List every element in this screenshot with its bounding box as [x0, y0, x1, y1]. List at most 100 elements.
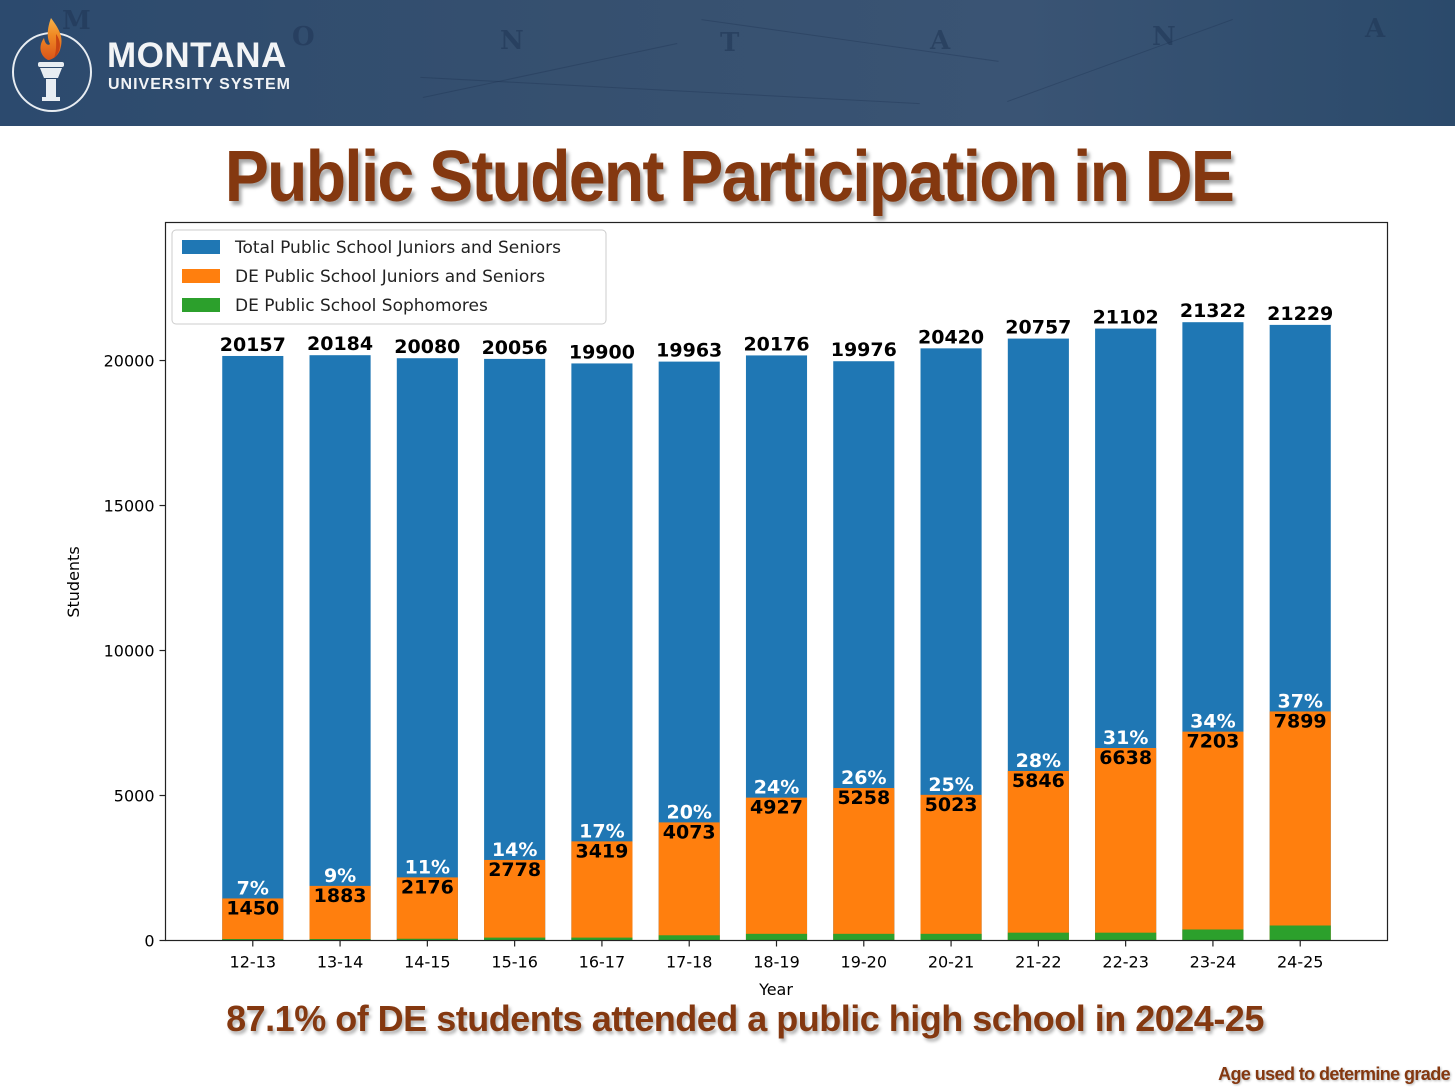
- map-letter: A: [1365, 14, 1386, 44]
- total-value-label: 20080: [394, 336, 460, 358]
- total-value-label: 19963: [656, 340, 722, 362]
- de-value-label: 6638: [1099, 747, 1152, 769]
- x-tick-label: 20-21: [928, 953, 975, 972]
- total-value-label: 20056: [482, 337, 548, 359]
- montana-university-system-logo[interactable]: MONTANA UNIVERSITY SYSTEM: [10, 14, 310, 114]
- percent-label: 34%: [1190, 711, 1235, 733]
- bar-total: [222, 355, 284, 941]
- bar-de-juniors-seniors: [571, 841, 633, 941]
- bar-total: [309, 355, 371, 941]
- percent-label: 28%: [1016, 750, 1061, 772]
- y-axis-label: Students: [64, 546, 83, 617]
- map-letter: A: [930, 26, 951, 56]
- percent-label: 7%: [237, 877, 269, 899]
- bar-de-sophomores: [1182, 929, 1244, 941]
- legend-label-total: Total Public School Juniors and Seniors: [234, 238, 561, 258]
- y-tick-label: 20000: [104, 352, 155, 371]
- bar-de-sophomores: [745, 933, 808, 941]
- de-value-label: 3419: [575, 840, 628, 862]
- bar-de-juniors-seniors: [1007, 770, 1069, 941]
- legend-label-de-sophomores: DE Public School Sophomores: [235, 296, 488, 316]
- header-banner: M O N T A N A MONTANA UNIVERSITY SYSTEM: [0, 0, 1455, 126]
- bar-de-juniors-seniors: [396, 877, 458, 941]
- percent-label: 17%: [579, 820, 624, 842]
- legend-swatch-de-juniors-seniors: [182, 269, 220, 283]
- total-value-label: 20184: [307, 333, 373, 355]
- y-tick-label: 0: [144, 932, 154, 951]
- bar-de-juniors-seniors: [833, 788, 895, 941]
- legend-swatch-total: [182, 240, 220, 254]
- percent-label: 37%: [1277, 690, 1322, 712]
- bar-de-sophomores: [396, 938, 458, 941]
- percent-label: 9%: [324, 865, 356, 887]
- de-value-label: 4927: [750, 797, 803, 819]
- bar-de-juniors-seniors: [745, 797, 808, 941]
- y-tick-label: 10000: [104, 642, 155, 661]
- bar-de-sophomores: [484, 937, 546, 941]
- bar-total: [396, 358, 458, 941]
- de-value-label: 5258: [837, 787, 890, 809]
- de-value-label: 7899: [1274, 710, 1327, 732]
- summary-caption: 87.1% of DE students attended a public h…: [226, 998, 1264, 1039]
- bar-de-sophomores: [1095, 932, 1157, 941]
- percent-label: 24%: [754, 777, 799, 799]
- de-value-label: 5023: [925, 794, 978, 816]
- x-tick-label: 12-13: [230, 953, 277, 972]
- de-value-label: 5846: [1012, 770, 1065, 792]
- total-value-label: 19976: [831, 339, 897, 361]
- page-title: Public Student Participation in DE: [224, 137, 1235, 217]
- y-tick-label: 5000: [114, 787, 155, 806]
- de-value-label: 2778: [488, 859, 541, 881]
- bar-de-sophomores: [1007, 932, 1069, 941]
- total-value-label: 21322: [1180, 300, 1246, 322]
- x-tick-label: 16-17: [579, 953, 626, 972]
- total-value-label: 20757: [1005, 317, 1071, 339]
- bar-de-sophomores: [833, 933, 895, 941]
- bar-de-juniors-seniors: [658, 822, 720, 941]
- bar-de-juniors-seniors: [1095, 748, 1157, 941]
- x-tick-label: 18-19: [753, 953, 800, 972]
- series-de-juniors-seniors: [222, 711, 1331, 941]
- map-letter: N: [500, 26, 524, 56]
- total-value-label: 20157: [220, 334, 286, 356]
- percent-label: 20%: [666, 801, 711, 823]
- de-value-label: 4073: [663, 821, 716, 843]
- x-tick-label: 23-24: [1190, 953, 1237, 972]
- bar-de-juniors-seniors: [920, 794, 982, 941]
- bar-de-sophomores: [658, 935, 720, 941]
- map-letter: M: [62, 6, 91, 36]
- logo-text-main: MONTANA: [107, 36, 287, 75]
- series-de-sophomores: [222, 925, 1331, 941]
- x-tick-label: 13-14: [317, 953, 364, 972]
- percent-label: 25%: [928, 774, 973, 796]
- logo-text-sub: UNIVERSITY SYSTEM: [108, 76, 291, 93]
- percent-label: 31%: [1103, 727, 1148, 749]
- de-value-label: 2176: [401, 876, 454, 898]
- footnote: Age used to determine grade: [1218, 1064, 1450, 1084]
- total-value-label: 20176: [743, 333, 809, 355]
- x-tick-label: 14-15: [404, 953, 451, 972]
- percent-label: 11%: [405, 856, 450, 878]
- bar-de-sophomores: [571, 937, 633, 941]
- x-axis-label: Year: [758, 980, 793, 999]
- total-value-label: 19900: [569, 341, 635, 363]
- legend-swatch-de-sophomores: [182, 298, 220, 312]
- bar-de-juniors-seniors: [222, 898, 284, 941]
- legend-box: [171, 229, 607, 325]
- bar-de-juniors-seniors: [484, 859, 546, 941]
- x-tick-label: 15-16: [491, 953, 538, 972]
- bar-de-juniors-seniors: [1269, 711, 1331, 941]
- x-tick-label: 19-20: [841, 953, 888, 972]
- torch-icon: [38, 18, 64, 101]
- x-tick-label: 21-22: [1015, 953, 1062, 972]
- total-value-label: 20420: [918, 326, 984, 348]
- total-value-label: 21229: [1267, 303, 1333, 325]
- legend-label-de-juniors-seniors: DE Public School Juniors and Seniors: [235, 267, 545, 287]
- map-letter: N: [1152, 22, 1176, 52]
- x-tick-label: 22-23: [1102, 953, 1149, 972]
- de-value-label: 7203: [1186, 731, 1239, 753]
- bar-de-sophomores: [920, 933, 982, 941]
- map-letter: T: [720, 28, 740, 58]
- map-letter: O: [292, 22, 315, 52]
